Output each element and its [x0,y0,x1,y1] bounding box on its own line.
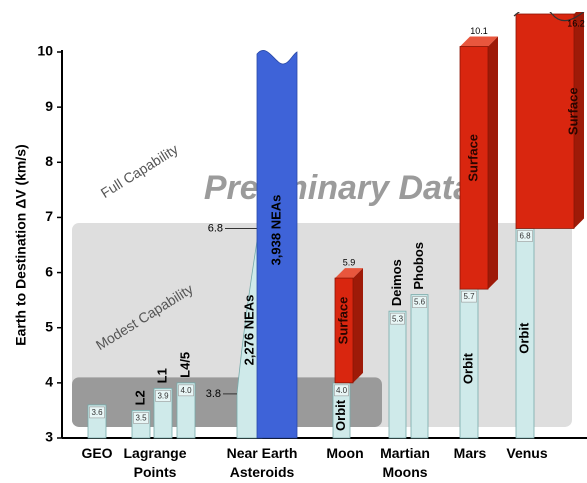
bar-label: 2,276 NEAs [241,295,256,366]
x-tick-label: Lagrange Points [123,445,187,480]
bar-label: Surface [465,134,480,182]
value-label: 16.2 [567,18,585,28]
value-label: 5.6 [414,298,426,307]
value-label: 5.3 [392,314,404,323]
y-axis-label: Earth to Destination ΔV (km/s) [13,144,29,345]
bar-top [460,36,498,47]
bar-label: Orbit [333,399,348,431]
value-label-box [390,312,405,325]
bar-label: Phobos [411,242,426,290]
bar [388,310,407,439]
bar [334,277,354,384]
value-label-box [461,290,477,303]
value-label-box [155,390,171,402]
x-tick-label: Moon [326,445,364,461]
bar [256,50,298,439]
bar-label: Orbit [516,322,531,354]
value-label-box [133,412,149,424]
y-tick-label: 9 [45,98,53,114]
value-label: 3.8 [206,388,221,400]
y-tick-label: 4 [45,374,53,390]
capability-region [72,222,572,427]
bar-label: 3,938 NEAs [268,195,283,266]
value-label-box [412,296,427,308]
y-tick-label: 7 [45,208,53,224]
bar-label: L2 [132,390,147,405]
bar-side [488,36,498,290]
bar [459,46,489,290]
bar-label: Surface [565,87,580,135]
value-label: 4.0 [336,386,348,395]
x-tick-label: Mars [453,445,487,461]
region-label: Full Capability [98,141,181,201]
value-label: 6.8 [208,222,223,234]
value-label: 3.5 [135,414,147,423]
watermark: Preliminary Data [204,169,472,207]
value-label: 5.9 [343,257,356,267]
value-label: 3.9 [157,391,169,400]
value-label-box [517,230,533,242]
bar [176,382,196,439]
break-wave [513,12,585,22]
value-label: 5.7 [463,292,475,301]
y-tick-label: 6 [45,263,53,279]
value-label-box [178,384,194,397]
y-tick-label: 10 [37,43,53,59]
bar-label: Deimos [389,259,404,306]
bar-label: Surface [335,297,350,345]
y-tick-label: 3 [45,429,53,445]
value-label: 6.8 [519,232,531,241]
bar-top [335,268,363,279]
value-label: 3.6 [91,408,103,417]
bar-label: L4/5 [177,352,192,378]
x-tick-label: Martian Moons [380,445,430,480]
value-label: 10.1 [470,26,488,36]
bars: 3.6 3.5 L2 3.9 L1 4.0 L4/5 3.8 6.8 2,276 NEAs 3,93… [87,12,585,439]
value-label-box [89,406,105,419]
y-tick-label: 5 [45,318,53,334]
bar-side [353,268,363,383]
value-label-box [334,384,349,397]
y-tick-label: 8 [45,153,53,169]
value-label: 4.0 [180,386,192,395]
bar [515,13,575,229]
x-tick-label: GEO [81,445,113,461]
bar-side [574,12,584,229]
x-tick-label: Near Earth Asteroids [226,445,298,480]
bar [410,294,429,439]
bar-label: L1 [154,368,169,383]
x-tick-label: Venus [506,445,548,461]
bar-label: Orbit [460,352,475,384]
